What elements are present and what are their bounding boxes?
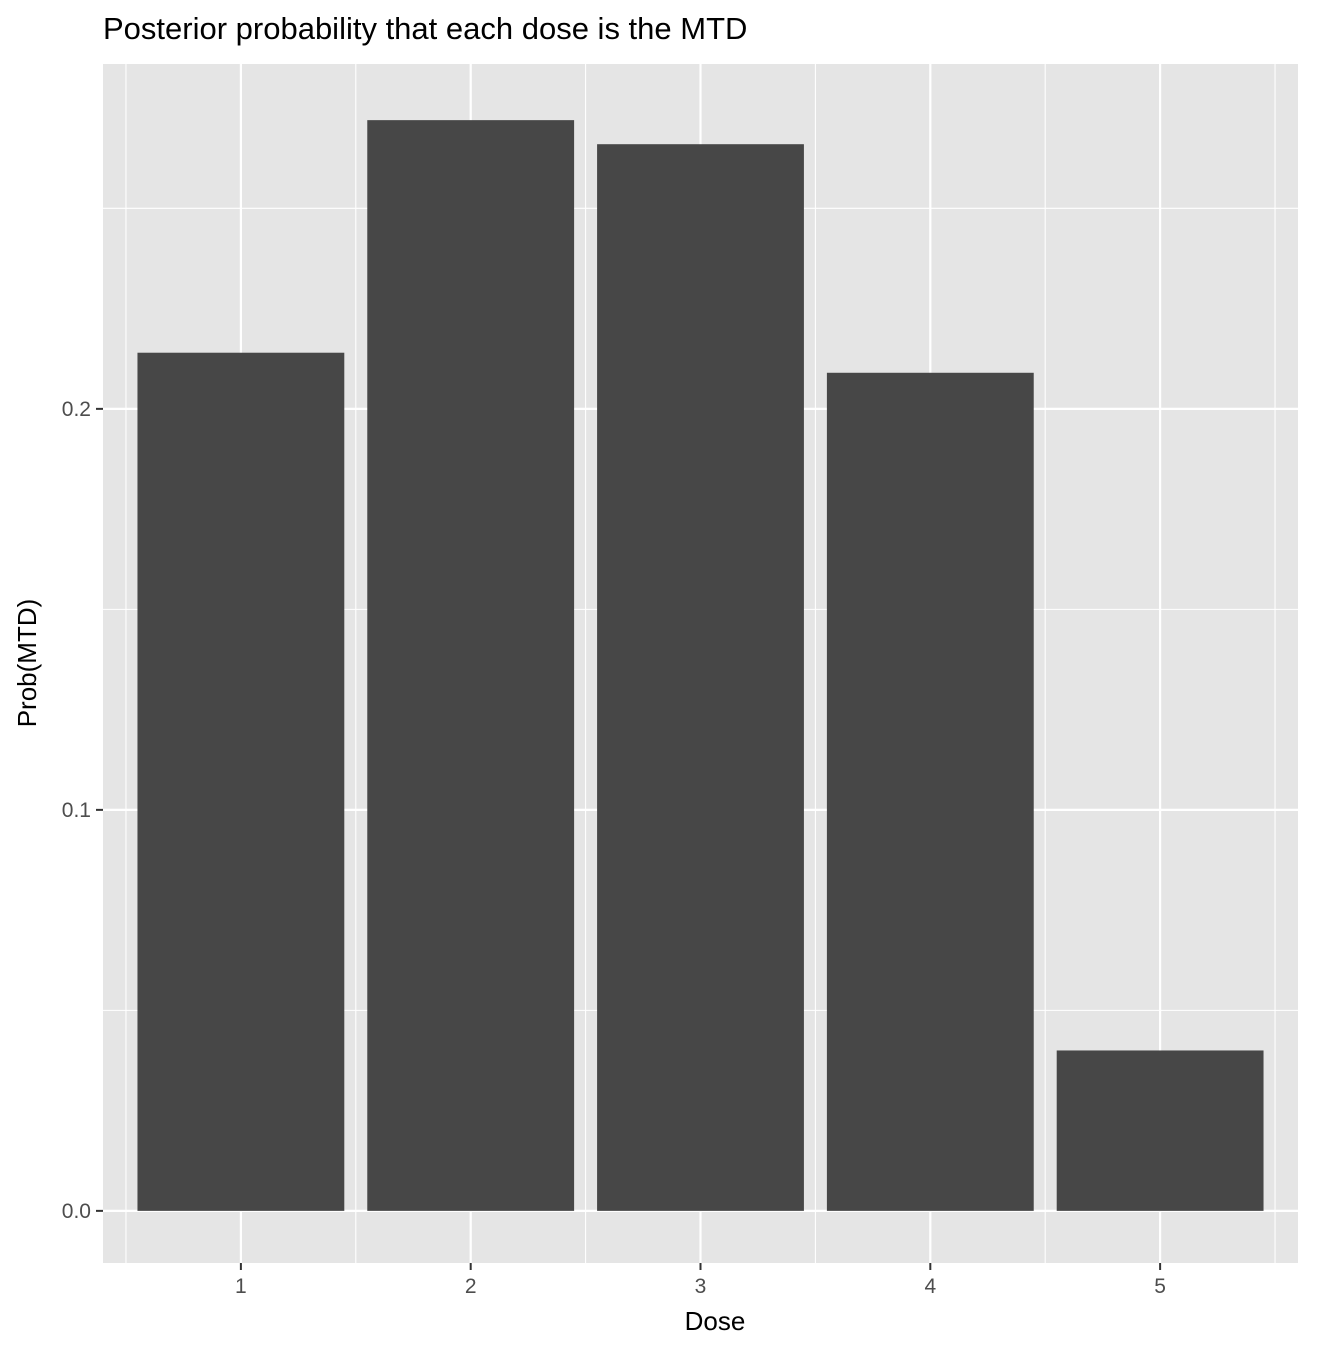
bar-dose-5 xyxy=(1056,1050,1264,1211)
y-axis: 0.0 0.1 0.2 xyxy=(62,398,103,1223)
x-tick-label: 1 xyxy=(235,1275,247,1298)
x-axis: 1 2 3 4 5 xyxy=(235,1263,1166,1298)
y-tick-label: 0.1 xyxy=(62,799,91,822)
chart-title: Posterior probability that each dose is … xyxy=(103,11,747,46)
x-tick-label: 5 xyxy=(1154,1275,1166,1298)
x-axis-title: Dose xyxy=(685,1306,746,1336)
x-tick-label: 4 xyxy=(924,1275,936,1298)
y-tick-label: 0.0 xyxy=(62,1200,91,1223)
bar-dose-2 xyxy=(367,120,575,1211)
bar-dose-4 xyxy=(826,372,1034,1211)
x-tick-label: 3 xyxy=(695,1275,707,1298)
y-axis-title: Prob(MTD) xyxy=(12,599,42,728)
bars xyxy=(137,120,1264,1211)
bar-dose-1 xyxy=(137,352,345,1211)
y-tick-label: 0.2 xyxy=(62,398,91,421)
x-tick-label: 2 xyxy=(465,1275,477,1298)
bar-dose-3 xyxy=(597,144,804,1211)
